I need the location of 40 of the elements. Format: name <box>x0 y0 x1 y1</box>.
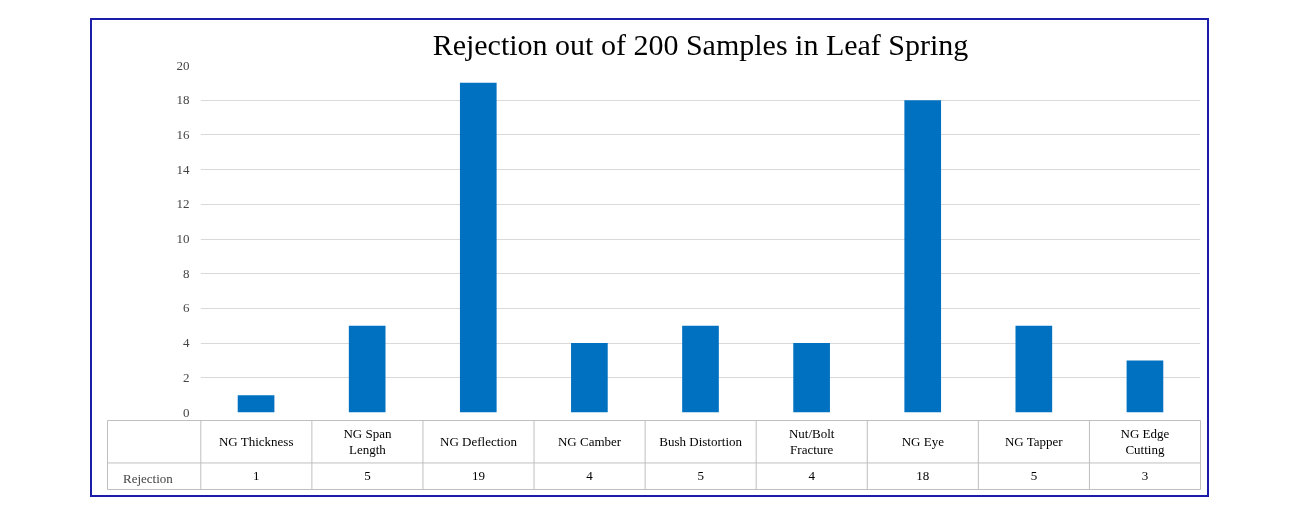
text: Rejection <box>123 471 173 487</box>
data-label: 5 <box>1030 468 1038 484</box>
data-label: 4 <box>808 468 816 484</box>
y-tick-label: 4 <box>183 335 190 351</box>
bar <box>682 325 719 413</box>
x-tick-label: Nut/Bolt Fracture <box>788 425 835 458</box>
bar <box>348 325 386 413</box>
bar <box>793 343 830 413</box>
x-tick-label: NG Edge Cutting <box>1120 425 1170 458</box>
chart-title: Rejection out of 200 Samples in Leaf Spring <box>432 27 969 61</box>
y-tick-label: 2 <box>183 369 190 385</box>
y-tick-label: 18 <box>176 92 190 108</box>
bar <box>571 343 608 413</box>
y-tick-label: 0 <box>183 404 190 420</box>
x-tick-label: NG Tapper <box>1004 434 1064 450</box>
x-tick-label: NG Span Length <box>343 425 392 458</box>
data-label: 3 <box>1141 468 1149 484</box>
y-tick-label: 6 <box>183 300 190 316</box>
y-tick-label: 20 <box>176 57 190 73</box>
y-tick-label: 14 <box>176 161 190 177</box>
data-label: 1 <box>253 468 260 484</box>
x-tick-label: NG Eye <box>901 434 945 450</box>
y-tick-label: 12 <box>176 196 190 212</box>
data-label: 5 <box>364 468 371 484</box>
bar <box>904 100 942 413</box>
y-tick-label: 16 <box>176 126 190 142</box>
bar <box>1126 360 1164 413</box>
bar <box>459 82 497 413</box>
data-label: 4 <box>586 468 594 484</box>
x-tick-label: NG Camber <box>557 434 622 450</box>
y-tick-label: 10 <box>176 231 190 246</box>
x-tick-label: Bush Distortion <box>659 434 743 450</box>
x-tick-label: NG Deflection <box>440 434 518 450</box>
x-tick-label: NG Thickness <box>218 434 294 450</box>
data-label: 18 <box>916 468 930 484</box>
y-tick-label: 8 <box>183 265 190 281</box>
bar <box>1015 325 1053 413</box>
data-label: 19 <box>472 468 485 484</box>
bar <box>237 395 275 413</box>
data-label: 5 <box>697 468 704 484</box>
